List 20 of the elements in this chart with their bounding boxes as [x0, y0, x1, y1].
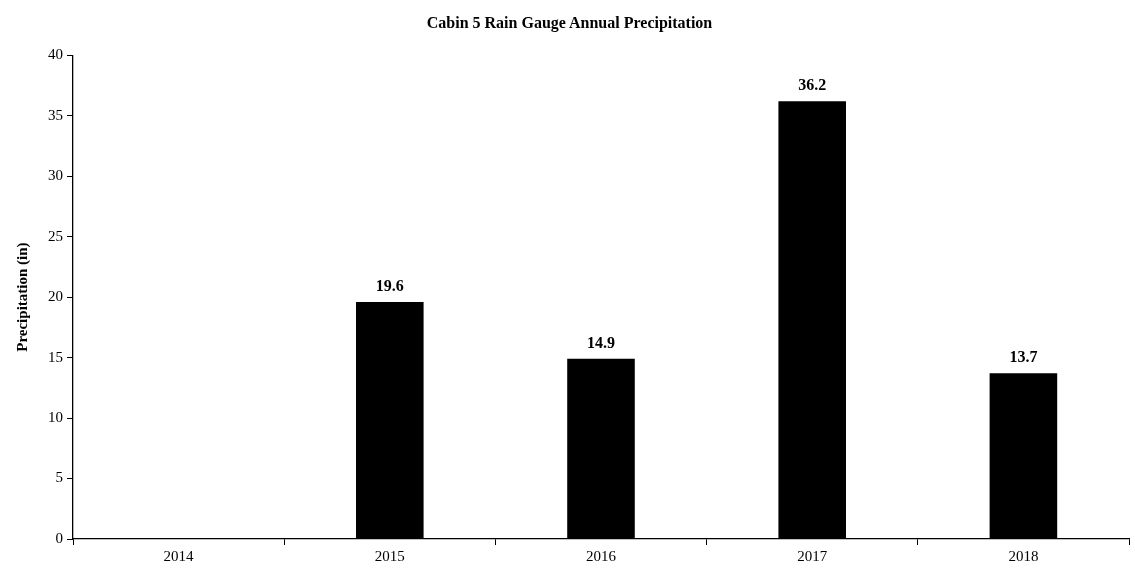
chart-title: Cabin 5 Rain Gauge Annual Precipitation: [426, 13, 713, 32]
x-tick-label: 2017: [797, 547, 828, 564]
x-tick-label: 2015: [374, 547, 405, 564]
y-tick-label: 15: [48, 348, 63, 365]
y-tick-label: 35: [48, 106, 63, 123]
y-axis-title: Precipitation (in): [13, 242, 31, 352]
data-label: 36.2: [798, 76, 827, 94]
y-tick-label: 0: [55, 529, 63, 546]
x-tick-label: 2016: [586, 547, 617, 564]
data-label: 19.6: [375, 277, 404, 295]
y-tick-label: 5: [55, 469, 63, 486]
x-tick-label: 2014: [163, 547, 195, 564]
y-tick-label: 30: [48, 167, 63, 184]
x-tick-label: 2018: [1008, 547, 1039, 564]
y-tick-label: 10: [48, 408, 63, 425]
data-label: 13.7: [1009, 348, 1038, 366]
data-label: 14.9: [587, 333, 615, 351]
y-tick-label: 40: [48, 46, 63, 63]
y-tick-label: 20: [48, 288, 63, 305]
y-tick-label: 25: [48, 227, 63, 244]
